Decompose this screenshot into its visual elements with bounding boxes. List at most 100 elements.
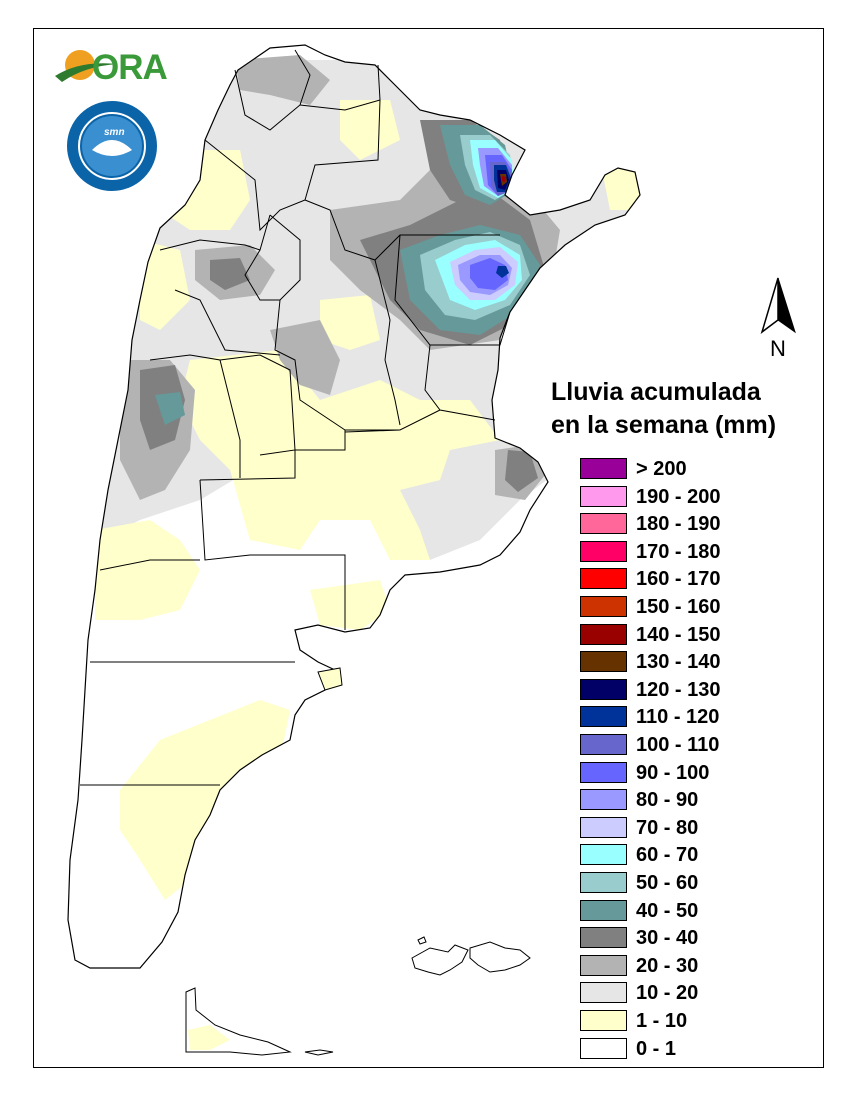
legend-swatch [580, 1010, 627, 1031]
rain-zone-1-10-cuyo [95, 520, 200, 620]
border-mendoza-sanluis [219, 354, 296, 456]
rain-zone-20-30-cordoba [270, 320, 340, 395]
legend-swatch [580, 1037, 627, 1059]
legend-item: 80 - 90 [580, 788, 780, 816]
rain-zone-40-50-west [155, 392, 185, 425]
rain-zone-110-120-ne [496, 266, 509, 278]
legend-swatch [580, 485, 627, 507]
legend-swatch [580, 816, 627, 838]
legend-item: 140 - 150 [580, 623, 780, 651]
legend-item: 180 - 190 [580, 512, 780, 540]
border-cordoba [274, 299, 346, 431]
legend-swatch [580, 899, 627, 921]
legend-title-line2: en la semana (mm) [551, 411, 777, 439]
ora-logo-icon [55, 50, 118, 82]
legend-swatch [580, 982, 627, 1004]
legend-item: 160 - 170 [580, 567, 780, 595]
smn-logo-text: smn [104, 127, 125, 138]
legend-item: 190 - 200 [580, 485, 780, 513]
legend-label: 110 - 120 [636, 706, 720, 729]
legend-label: 80 - 90 [636, 789, 699, 812]
border-buenosaires [344, 409, 441, 433]
legend-label: 40 - 50 [636, 899, 699, 922]
legend-item: 110 - 120 [580, 705, 780, 733]
legend-item: 30 - 40 [580, 926, 780, 954]
rain-zone-140-150-misiones [502, 176, 506, 182]
legend-item: 0 - 1 [580, 1037, 780, 1065]
legend-swatch [580, 568, 627, 590]
rain-zone-30-40-coast [505, 450, 538, 492]
legend-item: 1 - 10 [580, 1009, 780, 1037]
border-tucuman [244, 214, 301, 301]
legend-item: 150 - 160 [580, 595, 780, 623]
rain-zone-1-10-west [140, 240, 190, 330]
malvinas-islands [411, 936, 531, 976]
legend-swatch [580, 623, 627, 645]
border-mendoza-south [199, 429, 400, 481]
smn-seal-icon [65, 99, 159, 193]
rain-zone-1-10-north [160, 150, 250, 230]
rain-zone-1-10-blob [320, 295, 380, 350]
legend-label: 1 - 10 [636, 1010, 688, 1032]
legend-label: 120 - 130 [636, 678, 721, 701]
legend-swatch [580, 596, 627, 617]
legend-item: 10 - 20 [580, 981, 780, 1009]
tierra-del-fuego-yellow [188, 1025, 230, 1050]
border-jujuy-salta [234, 49, 311, 131]
legend-swatch [580, 706, 627, 728]
legend-item: 130 - 140 [580, 650, 780, 678]
legend-title-line1: Lluvia acumulada [551, 378, 761, 406]
legend-item: 60 - 70 [580, 843, 780, 871]
legend-title: Lluvia acumulada en la semana (mm) [551, 376, 821, 442]
legend-label: 160 - 170 [636, 568, 721, 591]
border-sanjuan [149, 354, 241, 478]
border-lapampa [199, 479, 346, 630]
argentina-outline [67, 44, 641, 969]
ora-logo-text: ORA [92, 48, 168, 87]
legend-item: 40 - 50 [580, 899, 780, 927]
legend-label: 50 - 60 [636, 872, 699, 894]
north-arrow [760, 277, 796, 334]
legend-label: 170 - 180 [636, 540, 721, 563]
rain-zone-20-30-northwest [235, 55, 330, 105]
legend-label: 90 - 100 [636, 761, 710, 784]
rain-zone-1-10-center [180, 350, 500, 560]
legend-item: 90 - 100 [580, 761, 780, 789]
border-salta-east [299, 64, 381, 111]
rain-zone-30-40-blob [210, 258, 250, 290]
rain-zone-1-10-south [120, 700, 290, 900]
legend-item: > 200 [580, 457, 780, 485]
border-chaco-santafe [374, 259, 401, 426]
legend-item: 170 - 180 [580, 540, 780, 568]
legend-swatch [580, 844, 627, 866]
peninsula-valdes [317, 667, 343, 691]
border-catamarca [159, 239, 261, 251]
legend-swatch [580, 872, 627, 893]
legend-item: 20 - 30 [580, 954, 780, 982]
legend-item: 50 - 60 [580, 871, 780, 899]
border-neuquen [99, 559, 200, 571]
legend-swatch [580, 651, 627, 673]
legend-item: 70 - 80 [580, 816, 780, 844]
legend-label: 180 - 190 [636, 513, 721, 536]
legend-label: 20 - 30 [636, 954, 699, 977]
legend-label: 100 - 110 [636, 734, 720, 756]
border-salta-chaco [204, 99, 381, 232]
legend-swatch [580, 789, 627, 811]
legend-item: 100 - 110 [580, 733, 780, 761]
legend-label: 150 - 160 [636, 596, 721, 618]
legend-label: 140 - 150 [636, 623, 721, 646]
legend-label: 190 - 200 [636, 485, 721, 508]
legend-swatch [580, 761, 627, 783]
isla-de-los-estados [304, 1049, 334, 1056]
legend-swatch [580, 734, 627, 755]
border-larioja [174, 289, 281, 356]
legend-swatch [580, 678, 627, 700]
legend-swatch [580, 540, 627, 562]
legend-item: 120 - 130 [580, 678, 780, 706]
legend-label: 60 - 70 [636, 844, 699, 867]
legend-label: 130 - 140 [636, 651, 721, 674]
legend-label: 10 - 20 [636, 982, 699, 1005]
border-entrerios [424, 344, 496, 421]
